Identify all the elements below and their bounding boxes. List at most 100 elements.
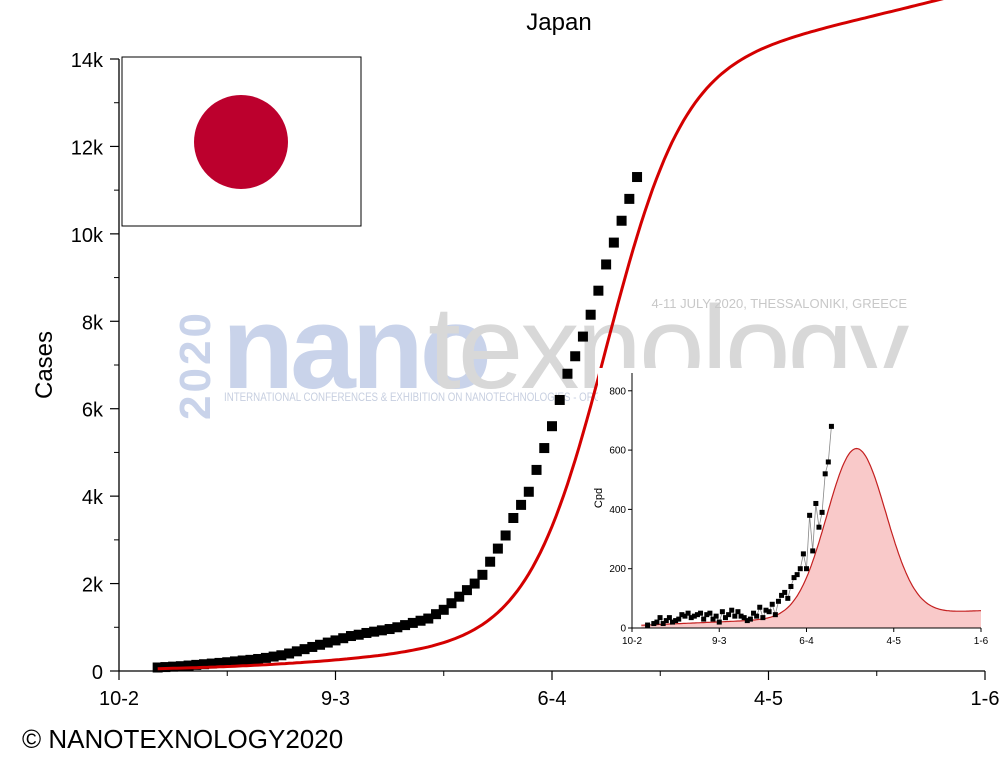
x-tick-label: 1-6 (971, 688, 1000, 710)
inset-data-point (704, 612, 710, 618)
data-point (523, 486, 534, 497)
data-point (253, 653, 264, 664)
watermark-year: 2020 (171, 310, 220, 420)
data-point (299, 644, 310, 655)
data-point (237, 655, 248, 666)
inset-data-point (825, 459, 831, 465)
y-tick-label: 4k (82, 487, 104, 509)
inset-data-point (807, 512, 813, 518)
data-point (554, 394, 565, 405)
inset-data-point (760, 615, 766, 621)
data-point (454, 591, 465, 602)
data-point (245, 654, 256, 665)
inset-data-point (769, 601, 775, 607)
y-axis-label: Cases (31, 331, 58, 399)
data-point (431, 609, 442, 620)
inset-y-tick-label: 200 (609, 564, 626, 575)
inset-y-axis-label: Cpd (593, 488, 605, 508)
data-point (330, 635, 341, 646)
inset-data-point (722, 615, 728, 621)
inset-fit-area (641, 448, 981, 628)
data-point (214, 657, 225, 668)
data-point (353, 629, 364, 640)
data-point (616, 215, 627, 226)
japan-flag (121, 56, 362, 227)
inset-data-point (726, 612, 732, 618)
data-point (206, 658, 217, 669)
y-tick-label: 14k (71, 50, 104, 72)
data-point (175, 661, 186, 672)
inset-data-point (676, 616, 682, 622)
inset-x-tick-label: 4-5 (887, 636, 902, 647)
inset-data-point (738, 613, 744, 619)
data-point (400, 620, 411, 631)
x-tick-label: 10-2 (99, 688, 139, 710)
data-point (229, 656, 240, 667)
inset-data-point (788, 583, 794, 589)
inset-data-point (813, 500, 819, 506)
inset-data-point (828, 423, 834, 429)
inset-data-point (791, 575, 797, 581)
inset-data-point (651, 621, 657, 627)
inset-data-point (663, 618, 669, 624)
inset-data-point (710, 616, 716, 622)
data-point (168, 661, 179, 672)
data-point (284, 648, 295, 659)
data-point (624, 193, 635, 204)
data-point (531, 464, 542, 475)
chart-title: Japan (526, 9, 591, 36)
y-tick-label: 8k (82, 312, 104, 334)
inset-y-tick-label: 800 (609, 386, 626, 397)
data-point (438, 604, 449, 615)
data-point (570, 351, 581, 362)
inset-data-point (800, 551, 806, 557)
inset-y-tick-label: 400 (609, 505, 626, 516)
inset-data-point (804, 566, 809, 572)
inset-data-point (741, 615, 747, 621)
data-point (361, 627, 372, 638)
inset-data-point (694, 612, 700, 618)
data-point (369, 626, 380, 637)
inset-x-tick-label: 10-2 (622, 636, 642, 647)
inset-x-tick-label: 1-6 (974, 636, 989, 647)
inset-data-point (670, 619, 676, 625)
data-point (585, 309, 596, 320)
data-point (477, 569, 488, 580)
data-point (593, 285, 604, 296)
data-point (338, 633, 349, 644)
data-point (469, 578, 480, 589)
inset-data-point (691, 613, 697, 619)
data-point (384, 624, 395, 635)
inset-data-point (716, 619, 722, 625)
inset-data-point (779, 592, 785, 598)
data-point (608, 237, 619, 248)
data-point (407, 617, 418, 628)
x-tick-label: 6-4 (538, 688, 567, 710)
data-point (547, 421, 557, 432)
inset-data-point (810, 548, 816, 554)
data-point (322, 637, 333, 648)
data-point (191, 659, 202, 670)
data-point (392, 622, 403, 633)
y-tick-label: 0 (92, 662, 103, 684)
data-point (577, 331, 588, 342)
inset-data-point (707, 610, 713, 616)
inset-data-point (816, 524, 822, 530)
inset-fit-curve (641, 447, 981, 626)
x-tick-label: 4-5 (754, 688, 783, 710)
data-point (446, 598, 457, 609)
inset-data-point (673, 618, 679, 624)
copyright-notice: © NANOTEXNOLOGY2020 (22, 724, 344, 754)
data-point (152, 662, 163, 673)
data-point (315, 639, 326, 650)
y-tick-label: 12k (71, 137, 104, 159)
data-point (601, 259, 612, 270)
inset-x-tick-label: 6-4 (799, 636, 814, 647)
data-point (492, 543, 503, 554)
inset-data-point (782, 589, 788, 595)
data-point (345, 631, 356, 642)
data-point (461, 585, 472, 596)
data-point (423, 613, 434, 624)
inset-data-point (744, 618, 750, 624)
